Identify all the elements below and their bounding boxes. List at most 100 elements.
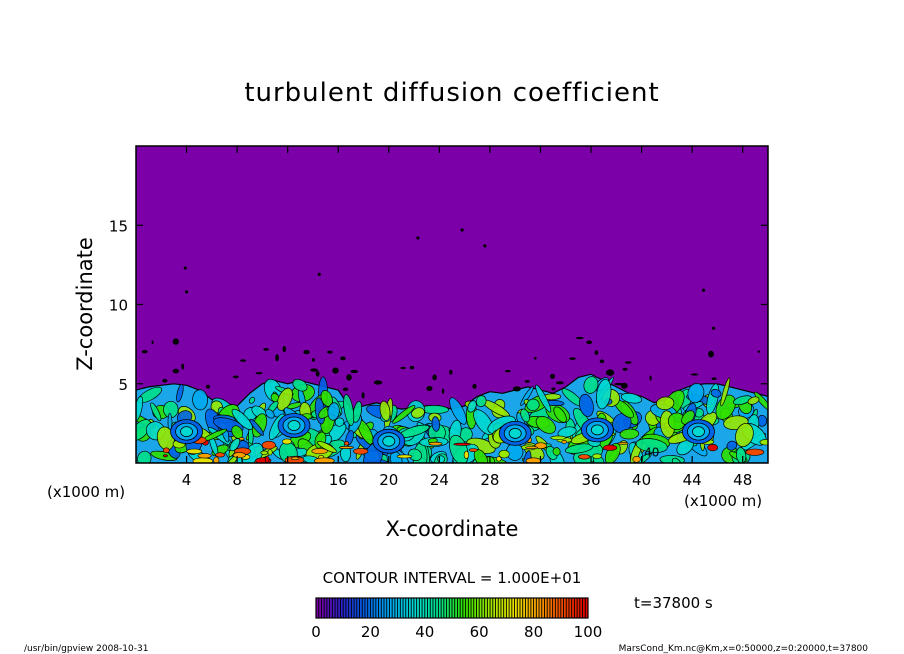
colorbar-band (495, 598, 499, 618)
turbulence-hotspot (707, 444, 719, 452)
turbulence-cell (136, 419, 152, 441)
turbulence-cell (431, 416, 441, 432)
contour-speck (512, 386, 522, 392)
colorbar-band (416, 598, 420, 618)
contour-speck (373, 380, 383, 385)
turbulence-cell (557, 426, 577, 438)
turbulence-cell (334, 417, 345, 427)
colorbar-band (351, 598, 355, 618)
contour-speck (346, 374, 352, 381)
turbulence-cell (553, 406, 567, 423)
turbulence-cell (449, 434, 469, 463)
colorbar-fill (315, 598, 589, 618)
turbulence-hotspot (498, 449, 510, 459)
turbulence-hotspot (428, 441, 443, 446)
colorbar-band (373, 598, 377, 618)
eddy-core (508, 427, 522, 439)
turbulence-cell (735, 447, 747, 463)
colorbar-tick-label: 20 (361, 623, 380, 641)
colorbar-band (533, 598, 537, 618)
contour-speck (757, 350, 760, 353)
contour-speck (614, 382, 624, 386)
contour-speck (315, 370, 320, 377)
turbulence-cell (411, 407, 425, 419)
contour-speck (426, 386, 433, 391)
contour-speck (206, 384, 210, 389)
turbulence-cell (754, 391, 768, 412)
footer-right: MarsCond_Km.nc@Km,x=0:50000,z=0:20000,t=… (619, 644, 869, 654)
turbulence-hotspot (759, 439, 768, 446)
colorbar-band (354, 598, 358, 618)
colorbar-band (555, 598, 559, 618)
turbulence-hotspot (260, 450, 269, 455)
contour-speck (332, 367, 339, 374)
contour-speck (151, 340, 154, 345)
turbulence-cell (635, 438, 668, 453)
turbulence-cell (379, 400, 391, 421)
colorbar-band (348, 598, 352, 618)
contour-speck (232, 375, 239, 379)
eddy-core (382, 435, 396, 447)
turbulence-cell (535, 384, 552, 413)
eddy-core (590, 424, 604, 436)
x-tick-label: 32 (531, 471, 550, 489)
turbulence-cell (520, 386, 534, 406)
turbulence-hotspot (745, 448, 765, 456)
colorbar-band (449, 598, 453, 618)
colorbar-band (375, 598, 379, 618)
contour-speck (361, 392, 365, 399)
y-tick-label: 5 (118, 376, 128, 394)
colorbar-band (460, 598, 464, 618)
turbulence-hotspot (534, 442, 547, 450)
colorbar-band (476, 598, 480, 618)
contour-speck (184, 290, 189, 294)
colorbar-band (530, 598, 534, 618)
turbulence-cell (578, 393, 594, 417)
colorbar-band (558, 598, 562, 618)
turbulence-hotspot (353, 448, 369, 455)
colorbar-band (446, 598, 450, 618)
contour-speck (449, 369, 453, 375)
contour-speck (340, 356, 346, 361)
turbulence-hotspot (282, 438, 292, 445)
colorbar-band (405, 598, 409, 618)
contour-speck (409, 365, 415, 370)
colorbar-band (465, 598, 469, 618)
turbulence-cell (150, 402, 162, 422)
contour-speck (708, 350, 714, 358)
y-axis-label: Z-coordinate (73, 237, 97, 371)
colorbar-band (400, 598, 404, 618)
turbulence-cell (687, 383, 705, 404)
colorbar-band (324, 598, 328, 618)
contour-speck (255, 372, 263, 375)
x-tick-label: 4 (182, 471, 192, 489)
colorbar-band (397, 598, 401, 618)
colorbar-band (432, 598, 436, 618)
contour-speck (690, 373, 699, 376)
contour-speck (400, 366, 406, 370)
turbulence-hotspot (592, 453, 602, 459)
eddy-core (287, 420, 301, 431)
turbulence-cell (392, 405, 416, 424)
turbulence-cell (229, 438, 241, 452)
turbulence-cell (292, 378, 308, 392)
y-axis-ticks (136, 224, 768, 385)
colorbar-band (345, 598, 349, 618)
colorbar-band (413, 598, 417, 618)
turbulence-cell (747, 396, 760, 405)
contour-speck (303, 349, 310, 355)
y-tick-labels: 5 10 15 (109, 217, 128, 394)
contour-speck (472, 383, 477, 389)
colorbar-band (525, 598, 529, 618)
colorbar-band (509, 598, 513, 618)
x-tick-label: 12 (278, 471, 297, 489)
colorbar-tick-label: 40 (415, 623, 434, 641)
turbulence-hotspot (578, 454, 591, 460)
colorbar-band (566, 598, 570, 618)
x-tick-labels: 4 8 12 16 20 24 28 32 36 40 44 48 (182, 471, 752, 489)
contour-speck (533, 357, 537, 360)
turbulence-hotspot (162, 454, 168, 458)
colorbar-band (394, 598, 398, 618)
turbulence-hotspot (197, 453, 212, 459)
eddy-core (692, 426, 705, 438)
